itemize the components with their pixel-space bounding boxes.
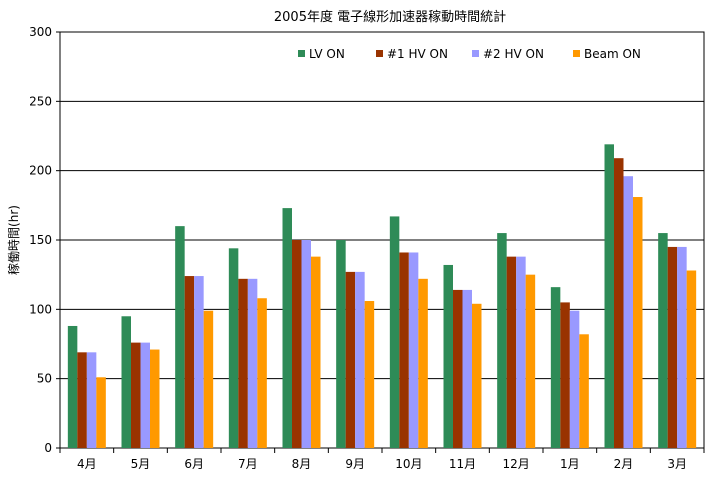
- x-tick-labels: 4月 5月 6月 7月 8月 9月 10月 11月 12月 1月 2月 3月: [59, 448, 705, 471]
- x-tick-label: 1月: [560, 457, 580, 471]
- bar-2-hv-on-7: [408, 252, 419, 448]
- bar-2-hv-on-5: [301, 240, 311, 448]
- legend-swatch: [573, 50, 580, 57]
- legend: LV ON #1 HV ON #2 HV ON Beam ON: [298, 47, 641, 61]
- x-tick-label: 10月: [395, 457, 422, 471]
- legend-label: #1 HV ON: [387, 47, 448, 61]
- bar-lv-on-6: [336, 240, 346, 448]
- y-tick-label: 250: [29, 94, 52, 108]
- x-tick-label: 11月: [449, 457, 476, 471]
- y-tick-label: 200: [29, 164, 52, 178]
- bar-lv-on-12: [658, 233, 668, 448]
- bars: [67, 144, 697, 449]
- bar-2-hv-on-3: [194, 276, 204, 448]
- chart-title: 2005年度 電子線形加速器稼動時間統計: [274, 9, 506, 25]
- bar-lv-on-7: [389, 216, 400, 448]
- bar-1-hv-on-5: [292, 240, 302, 448]
- bar-beam-on-3: [203, 310, 214, 448]
- bar-2-hv-on-8: [462, 289, 472, 448]
- x-tick-label: 9月: [345, 457, 365, 471]
- y-tick-label: 50: [37, 372, 52, 386]
- legend-swatch: [376, 50, 383, 57]
- bar-beam-on-8: [472, 303, 482, 448]
- bar-beam-on-9: [525, 274, 536, 448]
- legend-label: Beam ON: [584, 47, 641, 61]
- bar-1-hv-on-12: [667, 246, 678, 448]
- bar-beam-on-7: [418, 278, 428, 448]
- bar-2-hv-on-12: [677, 246, 687, 448]
- bar-2-hv-on-4: [247, 278, 258, 448]
- bar-beam-on-12: [686, 270, 697, 448]
- x-tick-label: 2月: [614, 457, 634, 471]
- x-tick-label: 8月: [292, 457, 312, 471]
- bar-beam-on-1: [96, 377, 106, 448]
- bar-beam-on-2: [150, 349, 160, 448]
- x-tick-label: 12月: [503, 457, 530, 471]
- bar-lv-on-5: [282, 208, 292, 448]
- bar-beam-on-6: [364, 301, 375, 448]
- bar-1-hv-on-2: [131, 342, 141, 448]
- y-tick-label: 300: [29, 25, 52, 39]
- y-tick-label: 150: [29, 233, 52, 247]
- bar-lv-on-4: [228, 248, 239, 448]
- bar-beam-on-10: [579, 334, 589, 448]
- bar-lv-on-10: [550, 287, 561, 448]
- x-tick-label: 3月: [667, 457, 687, 471]
- x-tick-label: 5月: [131, 457, 151, 471]
- bar-1-hv-on-7: [399, 252, 409, 448]
- bar-2-hv-on-1: [86, 352, 97, 448]
- x-tick-label: 6月: [184, 457, 204, 471]
- y-tick-label: 100: [29, 302, 52, 316]
- bar-beam-on-5: [311, 256, 321, 448]
- y-tick-labels: 0 50 100 150 200 250 300: [29, 25, 60, 455]
- bar-1-hv-on-9: [506, 256, 517, 448]
- bar-beam-on-4: [257, 298, 267, 448]
- bar-beam-on-11: [633, 197, 643, 448]
- x-tick-label: 4月: [77, 457, 97, 471]
- legend-label: #2 HV ON: [483, 47, 544, 61]
- legend-swatch: [298, 50, 305, 57]
- bar-1-hv-on-1: [77, 352, 87, 448]
- y-axis-label: 稼働時間(hr): [6, 205, 21, 275]
- bar-lv-on-11: [604, 144, 614, 448]
- bar-1-hv-on-6: [345, 271, 356, 448]
- bar-lv-on-2: [121, 316, 131, 448]
- bar-2-hv-on-2: [140, 342, 150, 448]
- bar-2-hv-on-6: [355, 271, 365, 448]
- legend-swatch: [472, 50, 479, 57]
- bar-1-hv-on-10: [560, 302, 570, 448]
- x-tick-label: 7月: [238, 457, 258, 471]
- y-tick-label: 0: [44, 441, 52, 455]
- legend-label: LV ON: [309, 47, 345, 61]
- bar-lv-on-8: [443, 264, 453, 448]
- bar-1-hv-on-4: [238, 278, 248, 448]
- bar-lv-on-3: [175, 226, 185, 448]
- bar-lv-on-9: [497, 233, 507, 448]
- bar-1-hv-on-8: [453, 289, 463, 448]
- grid-lines: [60, 100, 704, 380]
- bar-2-hv-on-10: [569, 310, 580, 448]
- bar-1-hv-on-11: [614, 158, 624, 449]
- bar-2-hv-on-9: [516, 256, 526, 448]
- bar-1-hv-on-3: [184, 276, 195, 448]
- bar-2-hv-on-11: [623, 176, 633, 449]
- bar-lv-on-1: [67, 325, 78, 448]
